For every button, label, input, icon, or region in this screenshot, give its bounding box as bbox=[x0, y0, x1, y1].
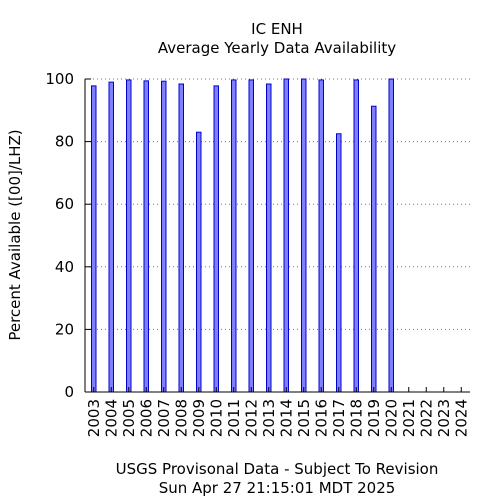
chart-subtitle: Average Yearly Data Availability bbox=[158, 39, 396, 57]
bar-2012 bbox=[248, 79, 254, 393]
bar-2003 bbox=[91, 85, 97, 393]
bar-2018 bbox=[353, 79, 359, 393]
x-tick-label-2010: 2010 bbox=[207, 399, 225, 437]
bar-2017 bbox=[336, 133, 342, 393]
axes bbox=[84, 79, 470, 393]
bar-2008 bbox=[178, 83, 184, 393]
bar-2011 bbox=[231, 79, 237, 393]
bar-2016 bbox=[318, 79, 324, 393]
x-tick-label-2005: 2005 bbox=[120, 399, 138, 437]
chart-title: IC ENH bbox=[251, 20, 303, 38]
x-tick-label-2015: 2015 bbox=[295, 399, 313, 437]
x-tick-label-2011: 2011 bbox=[225, 399, 243, 437]
bar-2014 bbox=[283, 78, 289, 393]
x-tick-label-2017: 2017 bbox=[330, 399, 348, 437]
x-tick-label-2020: 2020 bbox=[382, 399, 400, 437]
y-tick-label-40: 40 bbox=[55, 258, 74, 276]
bar-2006 bbox=[143, 80, 149, 393]
bar-2015 bbox=[301, 78, 307, 393]
y-tick-label-60: 60 bbox=[55, 195, 74, 213]
timestamp: Sun Apr 27 21:15:01 MDT 2025 bbox=[159, 479, 396, 497]
bar-2004 bbox=[108, 81, 114, 393]
x-tick-label-2016: 2016 bbox=[312, 399, 330, 437]
x-tick-label-2004: 2004 bbox=[102, 399, 120, 437]
y-tick-label-0: 0 bbox=[64, 383, 74, 401]
y-tick-labels: 0 20 40 60 80 100 bbox=[45, 70, 91, 401]
gridlines bbox=[85, 78, 470, 330]
x-tick-label-2009: 2009 bbox=[190, 399, 208, 437]
bar-2009 bbox=[196, 131, 202, 393]
x-tick-label-2022: 2022 bbox=[417, 399, 435, 437]
x-tick-label-2012: 2012 bbox=[242, 399, 260, 437]
x-tick-label-2014: 2014 bbox=[277, 399, 295, 437]
x-tick-label-2006: 2006 bbox=[137, 399, 155, 437]
y-tick-label-20: 20 bbox=[55, 320, 74, 338]
y-axis-label: Percent Available ([00]/LHZ) bbox=[6, 129, 24, 340]
bars bbox=[91, 78, 394, 393]
x-tick-label-2013: 2013 bbox=[260, 399, 278, 437]
y-tick-label-100: 100 bbox=[45, 70, 74, 88]
bar-2007 bbox=[161, 80, 167, 393]
x-tick-label-2008: 2008 bbox=[172, 399, 190, 437]
x-axis-label: USGS Provisonal Data - Subject To Revisi… bbox=[116, 460, 439, 478]
x-tick-label-2007: 2007 bbox=[155, 399, 173, 437]
bar-2010 bbox=[213, 85, 219, 393]
bar-2005 bbox=[126, 79, 132, 393]
bar-2020 bbox=[388, 78, 394, 393]
x-tick-label-2021: 2021 bbox=[400, 399, 418, 437]
x-tick-label-2024: 2024 bbox=[452, 399, 470, 437]
x-tick-label-2003: 2003 bbox=[85, 399, 103, 437]
bar-2013 bbox=[266, 83, 272, 393]
x-tick-labels: 2003 2004 2005 2006 2007 2008 2009 2010 2011 2012… bbox=[85, 387, 470, 437]
x-tick-label-2023: 2023 bbox=[435, 399, 453, 437]
x-tick-label-2019: 2019 bbox=[365, 399, 383, 437]
bar-2019 bbox=[371, 105, 377, 393]
y-tick-label-80: 80 bbox=[55, 133, 74, 151]
x-tick-label-2018: 2018 bbox=[347, 399, 365, 437]
